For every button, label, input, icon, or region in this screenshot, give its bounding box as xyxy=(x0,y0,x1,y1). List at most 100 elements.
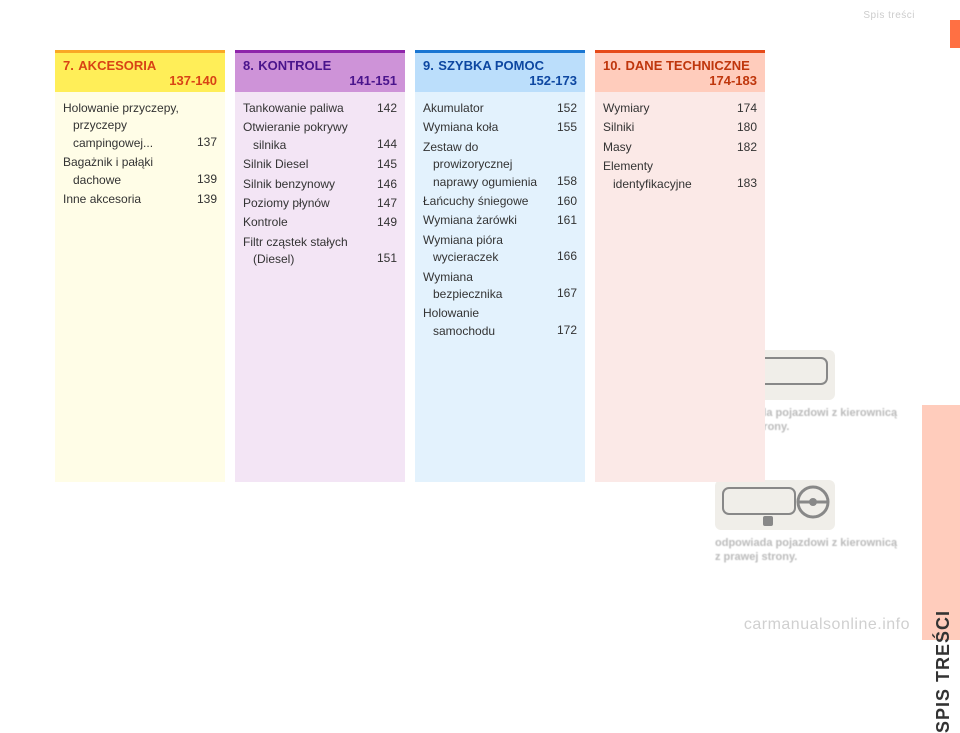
toc-entry-page: 149 xyxy=(367,214,397,231)
toc-section-8: 8. KONTROLE 141-151 Tankowanie paliwa142… xyxy=(235,50,405,482)
section-number: 7. xyxy=(63,58,74,73)
section-number: 9. xyxy=(423,58,434,73)
toc-entry-label: Bagażnik i pałąkidachowe xyxy=(63,154,187,189)
section-title: DANE TECHNICZNE xyxy=(626,58,750,73)
section-range: 174-183 xyxy=(709,73,757,88)
toc-entry-page: 144 xyxy=(367,136,397,154)
toc-entry: Inne akcesoria139 xyxy=(63,191,217,208)
toc-entry: Wymiana piórawycieraczek166 xyxy=(423,232,577,267)
toc-columns: 7. AKCESORIA 137-140 Holowanie przyczepy… xyxy=(55,50,765,482)
section-header: 9. SZYBKA POMOC 152-173 xyxy=(415,50,585,92)
toc-entry-page: 182 xyxy=(727,139,757,156)
toc-entry-label: Wymiana żarówki xyxy=(423,212,547,229)
toc-entry: Silniki180 xyxy=(603,119,757,136)
toc-entry-label: Akumulator xyxy=(423,100,547,117)
toc-entry-label: Silnik Diesel xyxy=(243,156,367,173)
toc-entry-page: 142 xyxy=(367,100,397,117)
watermark: carmanualsonline.info xyxy=(744,616,910,634)
toc-entry-page: 147 xyxy=(367,195,397,212)
toc-entry-label: Wymiana piórawycieraczek xyxy=(423,232,547,267)
section-range: 141-151 xyxy=(349,73,397,88)
toc-section-9: 9. SZYBKA POMOC 152-173 Akumulator152Wym… xyxy=(415,50,585,482)
toc-entry: Wymiana żarówki161 xyxy=(423,212,577,229)
toc-entry-page: 146 xyxy=(367,176,397,193)
toc-entry-label: Silniki xyxy=(603,119,727,136)
toc-entry-page: 167 xyxy=(547,285,577,303)
toc-entry-page: 166 xyxy=(547,248,577,266)
section-number: 8. xyxy=(243,58,254,73)
picto-right-drive: odpowiada pojazdowi z kierownicą z prawe… xyxy=(715,480,905,565)
toc-entry: Akumulator152 xyxy=(423,100,577,117)
toc-entry: Silnik benzynowy146 xyxy=(243,176,397,193)
section-title: AKCESORIA xyxy=(78,58,156,73)
toc-entry-page: 155 xyxy=(547,119,577,136)
toc-entry: Poziomy płynów147 xyxy=(243,195,397,212)
toc-entry: Zestaw doprowizorycznejnaprawy ogumienia… xyxy=(423,139,577,191)
toc-entry-label: Masy xyxy=(603,139,727,156)
side-tab-label: SPIS TREŚCI xyxy=(933,610,954,733)
section-body: Tankowanie paliwa142Otwieranie pokrywysi… xyxy=(235,92,405,482)
toc-entry-label: Zestaw doprowizorycznejnaprawy ogumienia xyxy=(423,139,547,191)
manual-toc-page: Spis treści 7. AKCESORIA 137-140 Holowan… xyxy=(0,0,960,640)
toc-entry-label: Wymianabezpiecznika xyxy=(423,269,547,304)
toc-entry: Wymiana koła155 xyxy=(423,119,577,136)
toc-entry-label: Łańcuchy śniegowe xyxy=(423,193,547,210)
toc-entry: Tankowanie paliwa142 xyxy=(243,100,397,117)
toc-entry-label: Wymiana koła xyxy=(423,119,547,136)
toc-entry-page: 180 xyxy=(727,119,757,136)
toc-section-10: 10. DANE TECHNICZNE 174-183 Wymiary174Si… xyxy=(595,50,765,482)
toc-entry-page: 152 xyxy=(547,100,577,117)
toc-entry: Bagażnik i pałąkidachowe139 xyxy=(63,154,217,189)
toc-entry-label: Elementyidentyfikacyjne xyxy=(603,158,727,193)
toc-entry-label: Holowanie przyczepy,przyczepycampingowej… xyxy=(63,100,187,152)
toc-section-7: 7. AKCESORIA 137-140 Holowanie przyczepy… xyxy=(55,50,225,482)
toc-entry-label: Inne akcesoria xyxy=(63,191,187,208)
side-band: SPIS TREŚCI xyxy=(922,0,960,640)
toc-entry: Silnik Diesel145 xyxy=(243,156,397,173)
toc-entry: Kontrole149 xyxy=(243,214,397,231)
toc-entry: Wymianabezpiecznika167 xyxy=(423,269,577,304)
toc-entry-label: Poziomy płynów xyxy=(243,195,367,212)
section-range: 137-140 xyxy=(169,73,217,88)
side-tick xyxy=(950,20,960,48)
section-header: 10. DANE TECHNICZNE 174-183 xyxy=(595,50,765,92)
section-number: 10. xyxy=(603,58,621,73)
toc-entry-page: 158 xyxy=(547,173,577,191)
toc-entry-label: Wymiary xyxy=(603,100,727,117)
toc-entry: Otwieranie pokrywysilnika144 xyxy=(243,119,397,154)
toc-entry: Wymiary174 xyxy=(603,100,757,117)
section-range: 152-173 xyxy=(529,73,577,88)
side-tab-block xyxy=(922,405,960,640)
section-header: 8. KONTROLE 141-151 xyxy=(235,50,405,92)
toc-entry: Elementyidentyfikacyjne183 xyxy=(603,158,757,193)
toc-entry: Holowanie przyczepy,przyczepycampingowej… xyxy=(63,100,217,152)
section-title: KONTROLE xyxy=(258,58,331,73)
toc-entry-label: Kontrole xyxy=(243,214,367,231)
section-title: SZYBKA POMOC xyxy=(438,58,544,73)
toc-entry-page: 183 xyxy=(727,175,757,193)
toc-entry: Masy182 xyxy=(603,139,757,156)
toc-entry-label: Filtr cząstek stałych(Diesel) xyxy=(243,234,367,269)
toc-entry-label: Otwieranie pokrywysilnika xyxy=(243,119,367,154)
toc-entry: Holowaniesamochodu172 xyxy=(423,305,577,340)
toc-entry-page: 151 xyxy=(367,250,397,268)
toc-entry-page: 160 xyxy=(547,193,577,210)
section-body: Akumulator152Wymiana koła155Zestaw dopro… xyxy=(415,92,585,482)
toc-entry: Łańcuchy śniegowe160 xyxy=(423,193,577,210)
toc-entry: Filtr cząstek stałych(Diesel)151 xyxy=(243,234,397,269)
section-body: Wymiary174Silniki180Masy182Elementyident… xyxy=(595,92,765,482)
toc-entry-page: 174 xyxy=(727,100,757,117)
toc-entry-page: 145 xyxy=(367,156,397,173)
header-label: Spis treści xyxy=(863,10,915,21)
toc-entry-label: Silnik benzynowy xyxy=(243,176,367,193)
toc-entry-page: 139 xyxy=(187,171,217,189)
toc-entry-page: 139 xyxy=(187,191,217,208)
picto-caption: odpowiada pojazdowi z kierownicą z prawe… xyxy=(715,536,905,565)
toc-entry-page: 137 xyxy=(187,134,217,152)
toc-entry-page: 161 xyxy=(547,212,577,229)
toc-entry-label: Tankowanie paliwa xyxy=(243,100,367,117)
toc-entry-label: Holowaniesamochodu xyxy=(423,305,547,340)
toc-entry-page: 172 xyxy=(547,322,577,340)
section-header: 7. AKCESORIA 137-140 xyxy=(55,50,225,92)
steering-right-icon xyxy=(715,480,835,530)
